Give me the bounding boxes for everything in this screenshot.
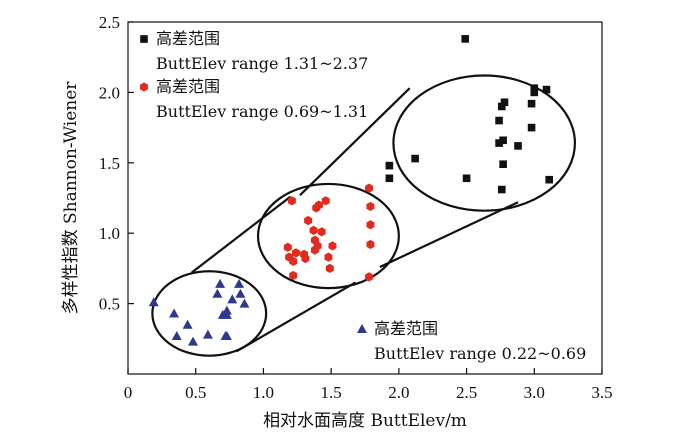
y-axis-label: 多样性指数 Shannon-Wiener: [61, 81, 81, 315]
data-point-square: [500, 98, 509, 107]
connector-line: [379, 201, 519, 268]
data-point-hexagon: [310, 235, 319, 245]
y-tick-label: 1.5: [99, 154, 120, 173]
data-point-hexagon: [283, 242, 292, 252]
data-point-square: [385, 174, 394, 183]
data-point-square: [411, 154, 419, 163]
data-point-hexagon: [365, 183, 374, 193]
y-tick-label: 0.5: [99, 295, 120, 314]
legend-label: 高差范围: [374, 319, 438, 338]
data-point-triangle: [171, 330, 182, 340]
data-point-triangle: [202, 329, 213, 339]
data-point-hexagon: [317, 227, 326, 237]
data-point-triangle: [221, 330, 232, 340]
data-point-square: [527, 99, 536, 108]
data-point-triangle: [235, 288, 246, 298]
data-point-hexagon: [287, 196, 296, 206]
data-point-triangle: [169, 308, 180, 318]
data-point-triangle: [148, 297, 159, 307]
data-point-hexagon: [140, 82, 148, 92]
data-point-hexagon: [365, 272, 374, 282]
data-point-square: [530, 84, 539, 92]
data-point-square: [545, 175, 553, 184]
plot-frame: [127, 21, 603, 375]
data-point-triangle: [234, 278, 245, 288]
connector-line: [299, 87, 411, 196]
data-point-hexagon: [304, 215, 313, 226]
data-point-square: [495, 139, 503, 147]
data-point-hexagon: [309, 225, 318, 235]
highlight-circle: [392, 74, 577, 212]
y-tick-label: 2.5: [99, 13, 120, 32]
data-point-hexagon: [321, 196, 330, 206]
data-point-square: [527, 123, 536, 132]
y-tick-label: 1.0: [99, 224, 120, 243]
data-point-hexagon: [328, 241, 337, 251]
data-point-hexagon: [366, 201, 375, 212]
data-point-square: [499, 136, 507, 145]
data-point-hexagon: [366, 239, 375, 250]
data-point-square: [530, 88, 539, 97]
data-point-hexagon: [289, 256, 298, 266]
data-point-triangle: [227, 294, 238, 304]
x-tick-label: 0: [124, 383, 133, 402]
data-point-triangle: [212, 288, 223, 298]
data-point-triangle: [188, 336, 199, 346]
data-point-square: [497, 185, 506, 194]
x-tick-label: 1.5: [321, 383, 342, 402]
connector-line: [235, 281, 357, 353]
x-axis-label: 相对水面高度 ButtElev/m: [263, 411, 467, 431]
legend-label: 高差范围: [156, 29, 220, 48]
data-point-square: [461, 35, 470, 43]
data-point-square: [385, 161, 394, 170]
x-tick-label: 1.0: [253, 383, 274, 402]
data-point-square: [499, 160, 507, 169]
data-point-square: [542, 85, 551, 94]
x-tick-label: 2.0: [388, 383, 409, 402]
highlight-circle: [151, 270, 268, 357]
data-point-square: [495, 116, 503, 125]
data-point-triangle: [215, 278, 226, 288]
data-point-hexagon: [314, 200, 323, 210]
x-tick-label: 3.5: [591, 383, 612, 402]
data-point-hexagon: [325, 263, 334, 273]
data-point-triangle: [239, 298, 250, 308]
x-tick-label: 3.0: [524, 383, 545, 402]
x-tick-label: 0.5: [185, 383, 206, 402]
connector-line: [190, 195, 292, 274]
data-point-square: [497, 102, 506, 111]
data-point-square: [140, 35, 148, 43]
data-point-hexagon: [324, 252, 333, 262]
legend-range: ButtElev range 1.31~2.37: [156, 54, 368, 73]
legend-label: 高差范围: [156, 77, 220, 96]
data-point-hexagon: [301, 253, 310, 264]
data-point-square: [462, 174, 471, 183]
data-point-triangle: [182, 319, 193, 329]
legend-range: ButtElev range 0.22~0.69: [374, 344, 586, 363]
data-point-hexagon: [366, 220, 375, 230]
y-tick-label: 2.0: [99, 83, 120, 102]
data-point-triangle: [357, 324, 367, 333]
highlight-circle: [256, 182, 400, 290]
data-point-hexagon: [289, 270, 298, 281]
x-tick-label: 2.5: [456, 383, 477, 402]
data-point-square: [514, 142, 522, 150]
data-point-hexagon: [291, 248, 300, 258]
legend-range: ButtElev range 0.69~1.31: [156, 102, 368, 121]
data-point-triangle: [221, 309, 232, 319]
